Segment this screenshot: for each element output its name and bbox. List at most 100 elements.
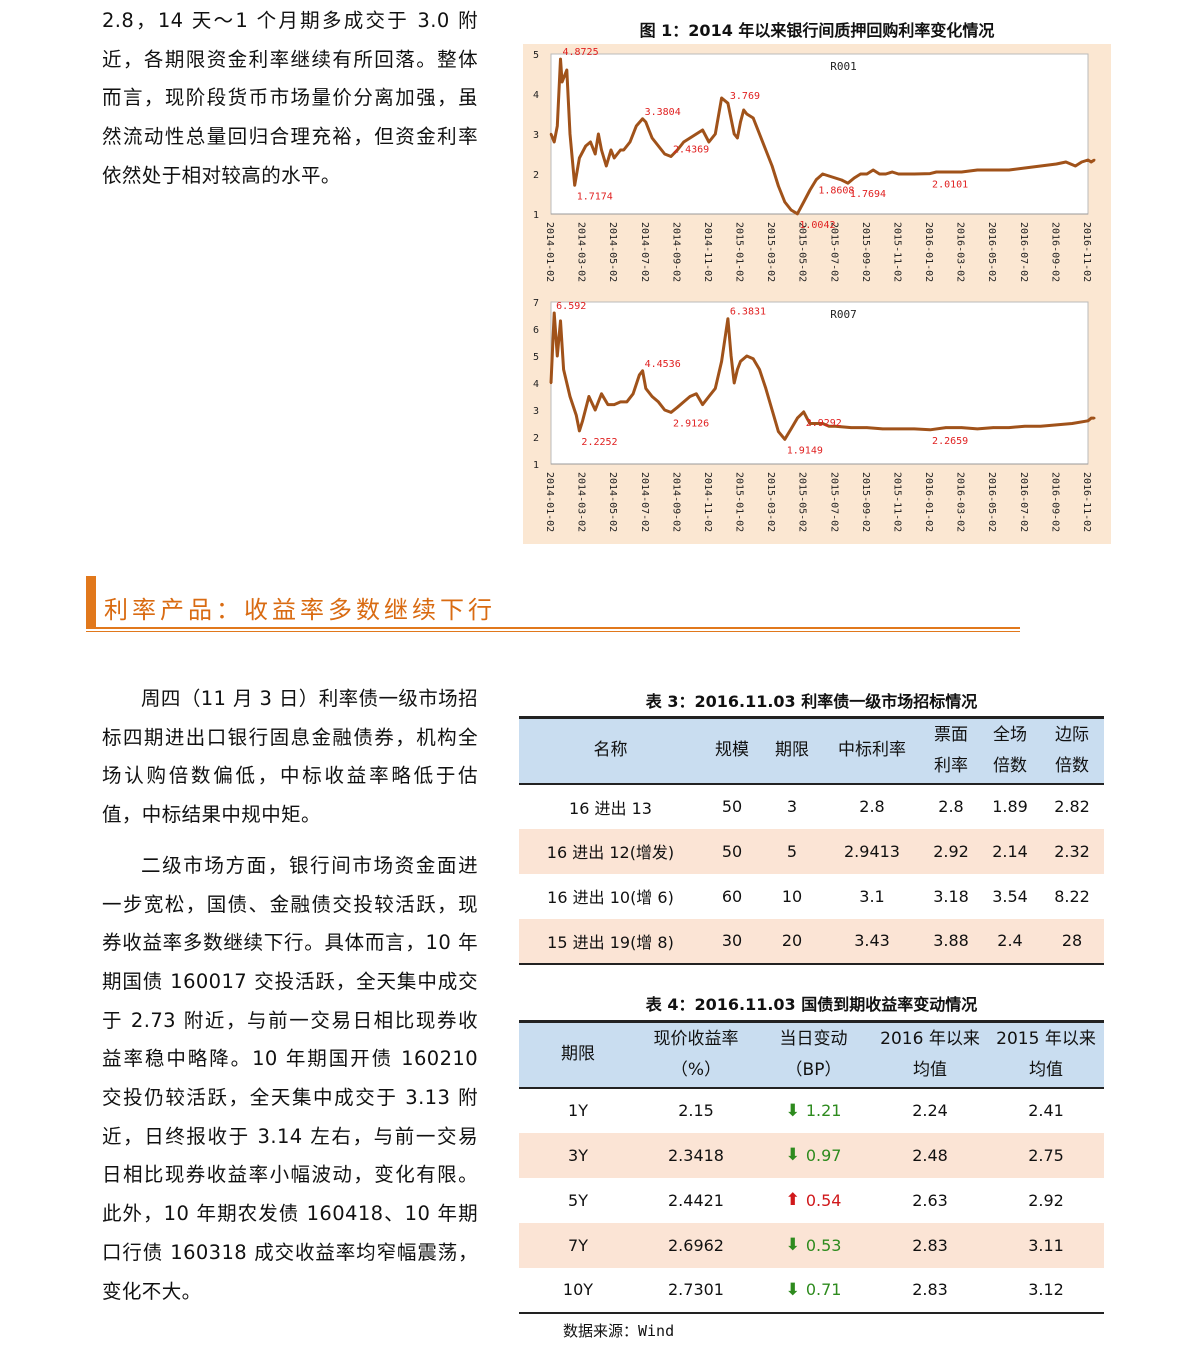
header-line: 期限 (775, 740, 809, 761)
data-point (612, 403, 616, 406)
data-point (638, 373, 641, 377)
table-cell: 1Y (568, 1101, 588, 1120)
table-cell: 50 (721, 841, 743, 861)
data-point (739, 360, 742, 363)
data-point (808, 422, 812, 425)
data-point (635, 124, 638, 128)
table-cell: 2.41 (1028, 1101, 1064, 1120)
data-point (783, 200, 786, 204)
data-point (865, 426, 869, 429)
y-tick-label: 1 (533, 460, 539, 471)
header-line: 2016 年以来 (880, 1028, 980, 1049)
paragraph-secondary-market: 二级市场方面，银行间市场资金面进一步宽松，国债、金融债交投较活跃，现券收益率多数… (102, 853, 478, 1303)
header-line: 倍数 (1055, 755, 1089, 776)
data-point (859, 172, 862, 176)
figure-title: 图 1：2014 年以来银行间质押回购利率变化情况 (639, 21, 995, 40)
data-point (1093, 416, 1096, 420)
data-point (726, 317, 730, 320)
data-point (976, 427, 979, 431)
data-point (552, 311, 556, 315)
table-cell: 2.7301 (668, 1280, 724, 1299)
y-tick-label: 2 (533, 170, 539, 181)
table-cell: 50 (721, 797, 743, 816)
y-tick-label: 2 (533, 433, 539, 444)
data-point (897, 172, 900, 176)
data-point (1074, 164, 1077, 168)
data-point (556, 124, 559, 128)
table-cell: 10 (781, 886, 803, 906)
data-point (565, 381, 568, 385)
data-point (720, 360, 723, 363)
table-cell: 60 (721, 886, 743, 906)
table4-header-cell: 2015 年以来 均值 (988, 1022, 1104, 1088)
table4: 期限 现价收益率 （%） 当日变动 （BP） 2016 年以来 均值 2015 年以来 均值 1… (519, 1020, 1104, 1314)
data-point (764, 387, 767, 390)
data-label: 1.0042 (799, 220, 835, 231)
data-label: 1.7694 (850, 189, 886, 200)
x-tick-label: 2016-07-02 (1018, 222, 1029, 282)
data-point (641, 369, 644, 372)
table-cell: 2.82 (1054, 797, 1090, 816)
x-tick-label: 2016-05-02 (986, 472, 997, 532)
data-point (1055, 162, 1058, 166)
table-cell: 3.88 (933, 931, 969, 950)
data-label: 1.8608 (818, 186, 854, 197)
table-cell: 3.18 (933, 886, 969, 906)
data-point (992, 168, 995, 172)
table-row: 16 进出 13 50 3 2.8 2.8 1.89 2.82 (519, 784, 1104, 829)
data-label: 2.4369 (673, 145, 709, 156)
table-row: 10Y 2.7301 ⬇ 0.71 2.83 3.12 (519, 1268, 1104, 1313)
data-label: 2.9126 (673, 418, 709, 429)
table3-title: 表 3：2016.11.03 利率债一级市场招标情况 (645, 692, 978, 711)
data-point (1086, 158, 1090, 162)
data-point (976, 168, 979, 172)
table-row: 1Y 2.15 ⬇ 1.21 2.24 2.41 (519, 1088, 1104, 1133)
data-point (1080, 160, 1083, 164)
data-point (834, 425, 837, 428)
change-value: 0.54 (805, 1190, 842, 1210)
table3-header-row: 名称 规模 期限 中标利率 票面 利率 全场 倍数 边际 倍数 (519, 717, 1104, 784)
header-line: 全场 (993, 724, 1027, 745)
data-point (815, 178, 818, 181)
table-cell: 2.92 (933, 841, 969, 861)
header-line: （%） (670, 1059, 722, 1080)
data-point (641, 117, 644, 120)
data-point (552, 140, 556, 144)
data-point (714, 387, 717, 390)
table-row: 15 进出 19(增 8) 30 20 3.43 3.88 2.4 28 (519, 918, 1104, 964)
data-point (575, 414, 578, 417)
data-label: 1.9149 (787, 445, 823, 456)
x-tick-label: 2015-11-02 (891, 472, 902, 532)
data-point (1071, 422, 1074, 425)
data-point (612, 156, 616, 160)
data-point (682, 140, 685, 144)
x-tick-label: 2016-03-02 (955, 222, 966, 282)
data-label: 6.592 (556, 301, 586, 312)
data-point (707, 140, 711, 144)
table-row: 7Y 2.6962 ⬇ 0.53 2.83 3.11 (519, 1222, 1104, 1268)
data-point (777, 184, 780, 188)
y-tick-label: 6 (533, 325, 539, 336)
data-point (628, 140, 632, 144)
table-cell: 28 (1061, 931, 1083, 950)
table3-header-cell: 全场 倍数 (980, 718, 1040, 784)
data-point (682, 400, 685, 404)
data-label: 3.3804 (645, 107, 681, 118)
data-point (745, 112, 749, 116)
table-cell: 3Y (568, 1145, 588, 1165)
data-point (1086, 419, 1090, 422)
data-point (805, 416, 809, 420)
data-point (944, 170, 948, 174)
x-tick-label: 2016-01-02 (923, 222, 934, 282)
data-point (913, 427, 916, 431)
data-source: 数据来源：Wind (563, 1322, 675, 1340)
change-value: 1.21 (805, 1101, 842, 1120)
x-tick-label: 2015-11-02 (891, 222, 902, 282)
top-paragraph: 2.8，14 天～1 个月期多成交于 3.0 附近，各期限资金利率继续有所回落。… (102, 2, 478, 196)
data-point (616, 152, 619, 156)
change-cell: ⬇ 1.21 (755, 1088, 872, 1133)
data-point (644, 120, 647, 124)
data-point (573, 184, 576, 187)
x-tick-label: 2015-05-02 (797, 222, 808, 282)
change-value: 0.97 (805, 1145, 842, 1165)
